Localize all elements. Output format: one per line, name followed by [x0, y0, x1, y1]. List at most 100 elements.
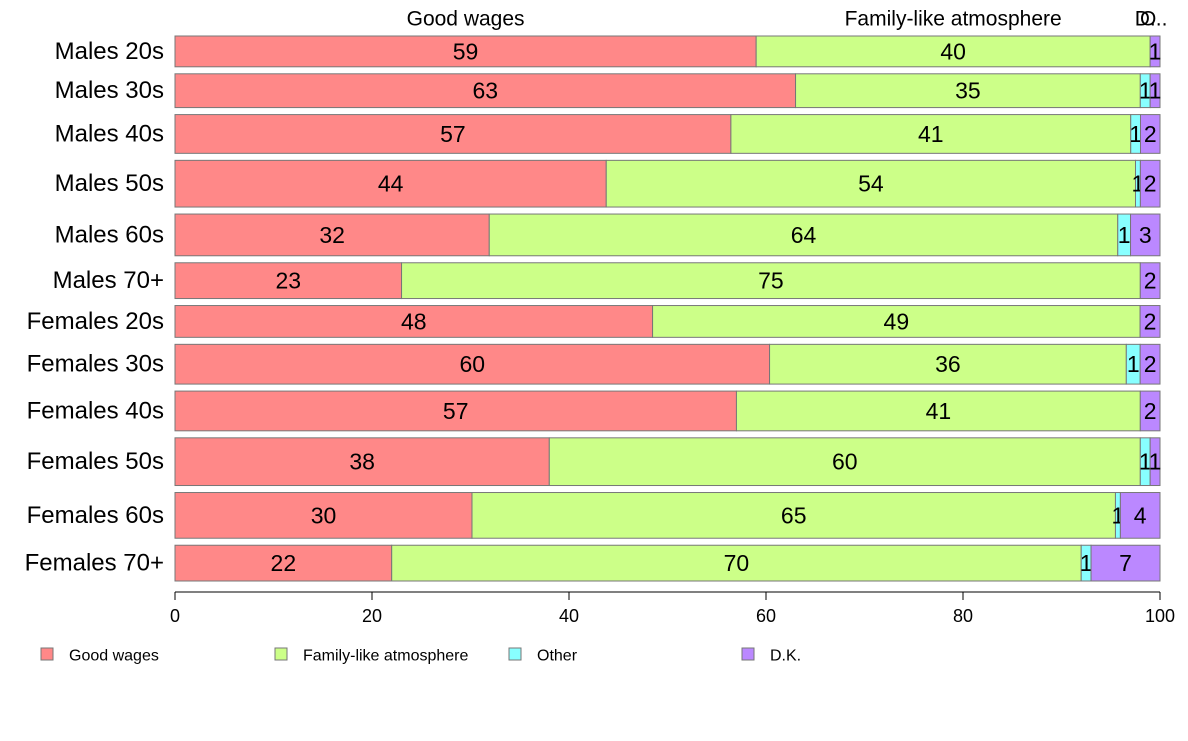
bar-segment — [1139, 262, 1161, 300]
x-tick-label: 100 — [1145, 606, 1175, 626]
bar-segment — [1149, 437, 1161, 487]
category-label: Males 20s — [55, 38, 164, 65]
legend-label: Other — [537, 648, 578, 665]
category-label: Females 50s — [27, 448, 164, 475]
bar-value-label: 59 — [453, 38, 479, 64]
legend-label: Good wages — [69, 648, 159, 665]
top-labels: Good wages Family-like atmosphere OD... — [407, 8, 1168, 31]
bar-value-label: 32 — [319, 222, 345, 248]
legend-swatch — [508, 647, 522, 661]
bar-segment — [488, 213, 1119, 257]
legend-label: Family-like atmosphere — [303, 648, 468, 665]
bar-segment — [605, 159, 1136, 208]
bar-segment — [1130, 213, 1161, 257]
bar-segment — [1090, 544, 1161, 582]
bar-value-label: 1 — [1118, 222, 1131, 248]
bar-segment — [1139, 305, 1161, 338]
bar-value-label: 2 — [1144, 268, 1157, 294]
bar-segment — [1149, 73, 1161, 109]
bar-segment — [1139, 343, 1161, 385]
bar-segment — [401, 262, 1141, 300]
bar-segment — [652, 305, 1141, 338]
bar-value-label: 2 — [1144, 308, 1157, 334]
legend-label: D.K. — [770, 648, 801, 665]
bar-segment — [174, 437, 550, 487]
category-label: Males 30s — [55, 77, 164, 104]
bar-value-label: 38 — [349, 449, 375, 475]
series-top-label: Family-like atmosphere — [845, 8, 1062, 31]
bar-segment — [1119, 492, 1161, 539]
bar-value-label: 64 — [791, 222, 817, 248]
bar-value-label: 48 — [401, 308, 427, 334]
bar-value-label: 44 — [378, 171, 404, 197]
bar-value-label: 1 — [1149, 78, 1162, 104]
bar-segment — [174, 390, 737, 432]
bar-value-label: 1 — [1139, 78, 1152, 104]
bar-segment — [174, 262, 403, 300]
bar-value-label: 36 — [935, 351, 961, 377]
x-tick-label: 40 — [559, 606, 579, 626]
bar-value-label: 2 — [1144, 351, 1157, 377]
bar-value-label: 1 — [1149, 449, 1162, 475]
category-label: Females 70+ — [25, 550, 164, 577]
bar-value-label: 30 — [311, 502, 337, 528]
bar-segment — [391, 544, 1082, 582]
bar-value-label: 3 — [1139, 222, 1152, 248]
x-tick-label: 60 — [756, 606, 776, 626]
legend-swatch — [274, 647, 288, 661]
bar-value-label: 70 — [724, 550, 750, 576]
legend-swatch — [40, 647, 54, 661]
bar-value-label: 1 — [1139, 449, 1152, 475]
category-label: Males 60s — [55, 221, 164, 248]
bar-value-label: 1 — [1129, 121, 1142, 147]
x-tick-label: 80 — [953, 606, 973, 626]
bar-value-label: 7 — [1119, 550, 1132, 576]
category-label: Females 60s — [27, 502, 164, 529]
bar-segment — [1139, 114, 1161, 154]
bar-value-label: 23 — [275, 268, 301, 294]
bar-value-label: 57 — [443, 398, 469, 424]
x-axis: 0 20 40 60 80 100 — [170, 591, 1175, 626]
legend: Good wages Family-like atmosphere Other D.K… — [40, 647, 801, 665]
category-label: Males 70+ — [53, 267, 164, 294]
bar-segment — [795, 73, 1141, 109]
series-top-label: O — [1140, 8, 1156, 31]
bar-value-label: 49 — [884, 308, 910, 334]
legend-swatch — [741, 647, 755, 661]
bar-segment — [1149, 35, 1161, 68]
bar-value-label: 1 — [1149, 38, 1162, 64]
bar-segment — [174, 159, 607, 208]
bar-segment — [174, 73, 797, 109]
bar-value-label: 4 — [1134, 502, 1147, 528]
x-tick-label: 0 — [170, 606, 180, 626]
bar-segment — [174, 544, 393, 582]
bar-value-label: 63 — [472, 78, 498, 104]
bar-segment — [174, 343, 771, 385]
bar-value-label: 54 — [858, 171, 884, 197]
bar-segment — [174, 213, 490, 257]
category-label: Females 40s — [27, 397, 164, 424]
bar-segment — [174, 114, 732, 154]
bar-value-label: 60 — [459, 351, 485, 377]
bar-value-label: 2 — [1144, 171, 1157, 197]
bar-segment — [755, 35, 1151, 68]
bar-segment — [735, 390, 1141, 432]
bar-value-label: 22 — [271, 550, 297, 576]
bar-segment — [174, 305, 654, 338]
bar-value-label: 75 — [758, 268, 784, 294]
bar-value-label: 1 — [1080, 550, 1093, 576]
bar-segment — [1139, 159, 1161, 208]
category-label: Males 40s — [55, 120, 164, 147]
category-label: Females 30s — [27, 351, 164, 378]
row-labels: Males 20s Males 30s Males 40s Males 50s Male… — [25, 38, 164, 577]
bar-value-label: 57 — [440, 121, 466, 147]
bar-value-label: 65 — [781, 502, 807, 528]
series-top-label: D... — [1135, 8, 1168, 31]
category-label: Females 20s — [27, 308, 164, 335]
bar-value-label: 40 — [940, 38, 966, 64]
bar-value-label: 2 — [1144, 398, 1157, 424]
bar-value-label: 41 — [926, 398, 952, 424]
